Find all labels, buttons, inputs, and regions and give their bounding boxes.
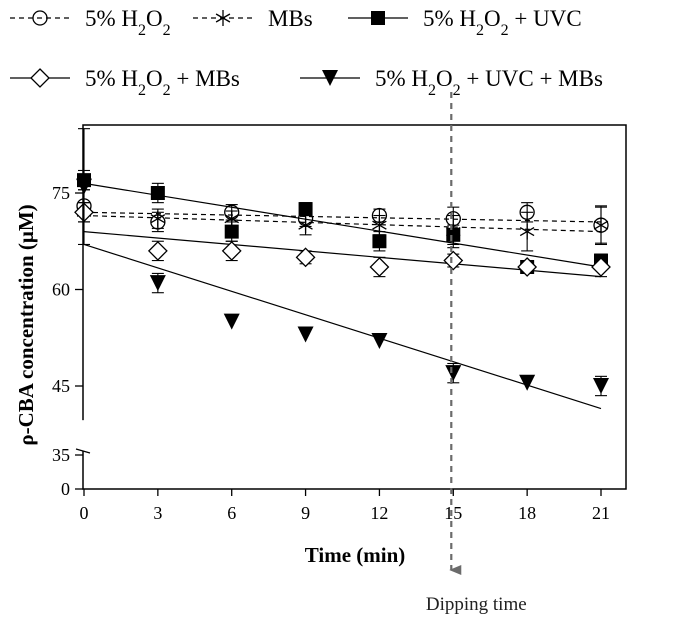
point-h2o2_mbs-18 <box>517 257 538 277</box>
point-h2o2_mbs-12 <box>369 257 390 277</box>
point-h2o2_uvc-12 <box>372 234 387 249</box>
y-tick-label-45: 45 <box>52 376 70 396</box>
legend-marker-h2o2_uvc_mbs <box>322 70 338 86</box>
point-mbs-12 <box>372 217 387 234</box>
legend-marker-h2o2_mbs <box>30 68 50 88</box>
plot-frame <box>82 124 627 490</box>
legend-marker-h2o2_uvc <box>371 11 385 25</box>
legend-entry-h2o2_uvc: 5% H2O2 + UVC <box>348 6 582 39</box>
point-h2o2_mbs-6 <box>221 240 242 261</box>
point-h2o2_uvc_mbs-12 <box>371 332 388 349</box>
legend-label-part: 2 <box>163 82 171 99</box>
legend-label-part: O <box>146 66 163 91</box>
point-mbs-18 <box>519 223 535 240</box>
legend-label-part: + UVC + MBs <box>461 66 603 91</box>
point-h2o2_mbs-9 <box>295 247 316 268</box>
legend-label-part: 2 <box>163 22 171 39</box>
x-tick-label-6: 6 <box>227 503 236 523</box>
legend-label-part: + UVC <box>509 6 582 31</box>
fit-line-h2o2_uvc <box>83 182 602 268</box>
legend-label-h2o2_uvc_mbs: 5% H2O2 + UVC + MBs <box>375 66 603 99</box>
legend-label-part: 2 <box>138 82 146 99</box>
point-h2o2_uvc_mbs-9 <box>297 326 314 343</box>
legend-entry-h2o2_mbs: 5% H2O2 + MBs <box>10 66 240 99</box>
point-h2o2_uvc_mbs-15 <box>445 365 462 382</box>
legend-entry-mbs: MBs <box>193 6 313 31</box>
legend-entry-h2o2: 5% H2O2 <box>10 6 171 39</box>
legend-entry-h2o2_uvc_mbs: 5% H2O2 + UVC + MBs <box>300 66 603 99</box>
y-tick-label-60: 60 <box>52 280 70 300</box>
point-h2o2_uvc-3 <box>150 186 165 201</box>
dipping-time-label: Dipping time <box>426 594 527 615</box>
x-tick-label-18: 18 <box>518 503 536 523</box>
plot-area <box>74 128 611 410</box>
point-h2o2_uvc-6 <box>224 224 239 239</box>
y-axis-break-gap <box>77 420 89 451</box>
legend-label-part: 5% H <box>423 6 476 31</box>
x-tick-label-9: 9 <box>301 503 310 523</box>
legend-label-part: 5% H <box>85 6 138 31</box>
legend-label-mbs: MBs <box>268 6 313 31</box>
x-tick-label-15: 15 <box>444 503 462 523</box>
legend-label-h2o2_mbs: 5% H2O2 + MBs <box>85 66 240 99</box>
legend-label-part: 2 <box>138 22 146 39</box>
y-tick-label-35: 35 <box>52 445 70 465</box>
axes: 0 3 6 9 12 15 18 21 0 35 45 60 75 Time (min) ρ-CBA con… <box>14 124 627 567</box>
point-h2o2_mbs-3 <box>147 240 168 261</box>
legend-marker-mbs <box>215 10 231 26</box>
point-h2o2_uvc_mbs-21 <box>593 378 609 394</box>
legend-label-part: 5% H <box>375 66 428 91</box>
x-tick-label-0: 0 <box>80 503 89 523</box>
fit-line-h2o2_uvc_mbs <box>83 243 602 410</box>
legend-label-part: 2 <box>453 82 461 99</box>
legend-label-part: 2 <box>428 82 436 99</box>
y-axis-title: ρ-CBA concentration (μM) <box>14 204 38 445</box>
legend-label-part: O <box>484 6 501 31</box>
point-h2o2_mbs-21 <box>591 257 611 277</box>
legend-label-h2o2_uvc: 5% H2O2 + UVC <box>423 6 582 39</box>
legend-label-part: + MBs <box>171 66 240 91</box>
point-mbs-21 <box>593 217 609 234</box>
point-mbs-3 <box>150 210 166 227</box>
y-axis-break-mark <box>75 448 91 454</box>
point-h2o2_uvc_mbs-6 <box>223 313 240 330</box>
legend-label-part: 2 <box>476 22 484 39</box>
x-tick-label-21: 21 <box>592 503 610 523</box>
x-axis-title: Time (min) <box>305 543 406 567</box>
point-h2o2_uvc-15 <box>446 227 461 242</box>
legend-label-h2o2: 5% H2O2 <box>85 6 171 39</box>
legend-label-part: MBs <box>268 6 313 31</box>
point-h2o2_mbs-15 <box>443 250 464 271</box>
point-mbs-9 <box>298 217 313 234</box>
legend-marker-h2o2 <box>32 10 48 26</box>
annotations: Dipping time <box>426 92 527 615</box>
legend-label-part: 2 <box>501 22 509 39</box>
point-h2o2_uvc_mbs-3 <box>149 275 166 292</box>
x-tick-label-3: 3 <box>153 503 162 523</box>
y-tick-label-75: 75 <box>52 183 70 203</box>
point-h2o2_uvc-9 <box>298 202 313 217</box>
x-tick-label-12: 12 <box>370 503 388 523</box>
legend-label-part: O <box>146 6 163 31</box>
y-tick-label-0: 0 <box>61 479 70 499</box>
legend-label-part: 5% H <box>85 66 138 91</box>
point-h2o2_uvc_mbs-0 <box>76 178 92 195</box>
legend-label-part: O <box>436 66 453 91</box>
fit-line-h2o2_mbs <box>83 231 602 278</box>
point-h2o2_uvc_mbs-18 <box>519 374 536 391</box>
